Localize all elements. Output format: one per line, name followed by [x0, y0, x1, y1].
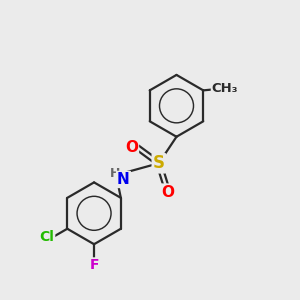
Text: Cl: Cl	[39, 230, 54, 244]
Text: CH₃: CH₃	[212, 82, 238, 95]
Text: O: O	[161, 184, 174, 200]
Text: H: H	[110, 167, 120, 180]
Text: F: F	[89, 258, 99, 272]
Text: N: N	[117, 172, 130, 187]
Text: S: S	[153, 154, 165, 172]
Text: O: O	[125, 140, 138, 154]
